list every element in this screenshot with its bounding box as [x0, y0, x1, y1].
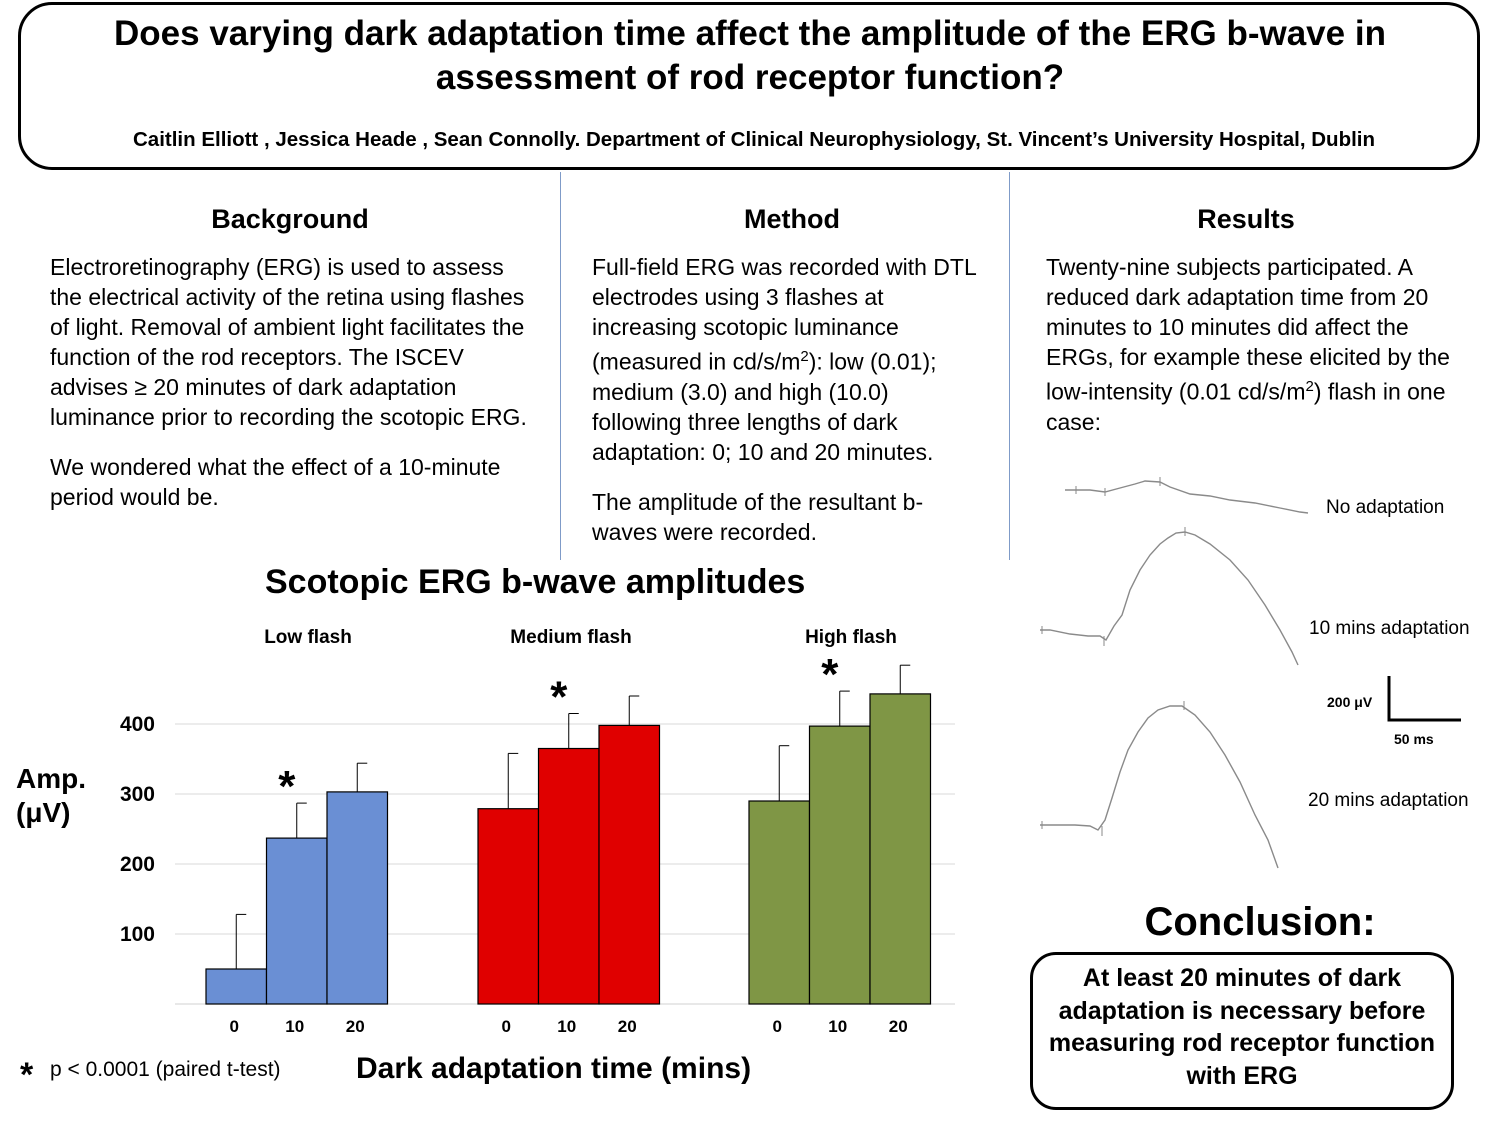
authors-line: Caitlin Elliott , Jessica Heade , Sean C… [132, 128, 1376, 151]
bar [326, 791, 389, 1005]
bar [748, 800, 811, 1005]
y-tick-label: 400 [120, 713, 155, 736]
significance-star: * [821, 650, 839, 699]
significance-star: * [278, 762, 296, 811]
y-tick-label: 100 [120, 923, 155, 946]
results-para: Twenty-nine subjects participated. A red… [1046, 252, 1456, 437]
method-para-2: The amplitude of the resultant b-waves w… [592, 488, 924, 545]
scale-label-voltage: 200 μV [1327, 694, 1373, 710]
x-tick-label: 0 [502, 1017, 511, 1036]
x-tick-label: 10 [557, 1017, 576, 1036]
title-box [18, 2, 1480, 170]
results-text: Twenty-nine subjects participated. A red… [1046, 252, 1456, 457]
background-para-2: We wondered what the effect of a 10-minu… [50, 454, 501, 510]
bar [537, 747, 600, 1005]
x-tick-label: 10 [828, 1017, 847, 1036]
x-tick-label: 20 [618, 1017, 637, 1036]
bar [808, 725, 871, 1005]
x-tick-label: 10 [285, 1017, 304, 1036]
trace-label-no-adaptation: No adaptation [1326, 497, 1445, 518]
poster-title: Does varying dark adaptation time affect… [114, 14, 1386, 97]
column-divider [1009, 172, 1010, 560]
x-tick-label: 20 [346, 1017, 365, 1036]
footnote-symbol: * [20, 1056, 34, 1094]
x-axis-title: Dark adaptation time (mins) [356, 1052, 752, 1085]
column-divider [560, 172, 561, 560]
bar [869, 693, 932, 1005]
erg-trace-10-mins [1040, 531, 1299, 666]
scale-label-time: 50 ms [1394, 731, 1434, 747]
results-heading: Results [1197, 204, 1295, 234]
trace-label-10-mins: 10 mins adaptation [1309, 618, 1470, 639]
bar [598, 724, 661, 1005]
group-label: Medium flash [510, 627, 631, 648]
group-label: High flash [805, 627, 897, 648]
erg-trace-no-adaptation [1065, 480, 1309, 514]
scale-bar [1387, 676, 1461, 722]
background-heading: Background [211, 204, 369, 234]
results-para-a: Twenty-nine subjects participated. A red… [1046, 254, 1450, 405]
y-axis-title: Amp. (μV) [16, 762, 86, 830]
conclusion-text: At least 20 minutes of dark adaptation i… [1048, 964, 1436, 1090]
erg-trace-20-mins [1040, 705, 1279, 869]
method-para-1-a: Full-field ERG was recorded with DTL ele… [592, 254, 976, 375]
background-text: Electroretinography (ERG) is used to ass… [50, 252, 530, 532]
background-para-1: Electroretinography (ERG) is used to ass… [50, 254, 527, 430]
significance-star: * [550, 673, 568, 722]
method-para-1-b: ): low (0.01); medium (3.0) and high (10… [592, 348, 937, 465]
conclusion-heading: Conclusion: [1144, 900, 1376, 944]
bar [205, 968, 268, 1005]
group-label: Low flash [264, 627, 352, 648]
superscript: 2 [1305, 378, 1314, 395]
bar [265, 837, 328, 1005]
method-heading: Method [744, 204, 840, 234]
x-tick-label: 0 [773, 1017, 782, 1036]
y-tick-label: 300 [120, 783, 155, 806]
method-para-1: Full-field ERG was recorded with DTL ele… [592, 252, 984, 467]
trace-label-20-mins: 20 mins adaptation [1308, 790, 1469, 811]
p-value-note: p < 0.0001 (paired t-test) [50, 1058, 281, 1081]
method-text: Full-field ERG was recorded with DTL ele… [592, 252, 984, 567]
conclusion-box [1030, 952, 1454, 1110]
y-axis-title-line-1: Amp. [16, 763, 86, 794]
x-tick-label: 20 [889, 1017, 908, 1036]
bar [477, 808, 540, 1005]
y-tick-label: 200 [120, 853, 155, 876]
erg-traces [1040, 477, 1309, 869]
chart-title: Scotopic ERG b-wave amplitudes [265, 563, 806, 601]
superscript: 2 [800, 348, 809, 365]
results-para-b: ) flash in one case: [1046, 378, 1446, 435]
x-tick-label: 0 [230, 1017, 239, 1036]
y-axis-title-line-2: (μV) [16, 797, 71, 828]
